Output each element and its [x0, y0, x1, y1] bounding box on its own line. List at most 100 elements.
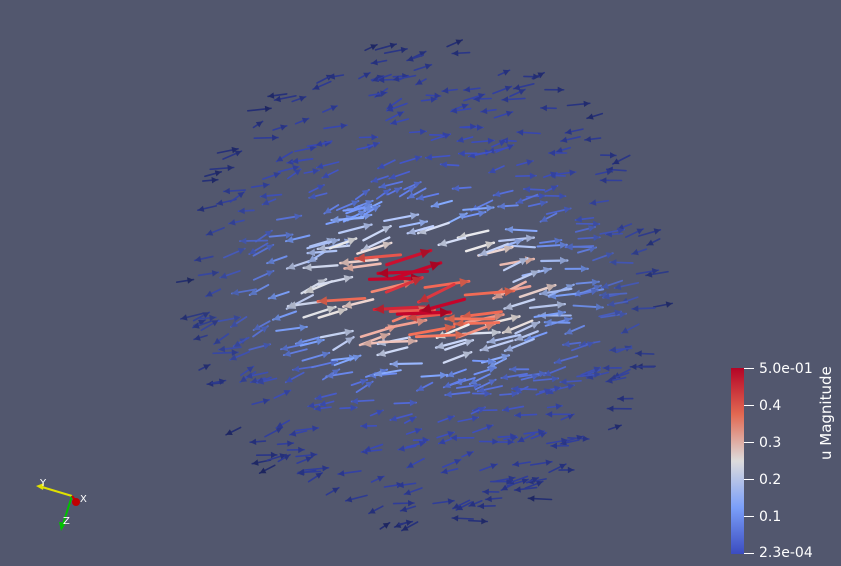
scalar-bar-legend[interactable]: 5.0e-01 0.4 0.3 0.2 0.1 2.3e-04 u Magnit…: [731, 362, 841, 560]
arrow-glyph: [417, 282, 456, 304]
arrow-head: [206, 229, 214, 236]
arrow-head: [531, 373, 539, 381]
arrow-glyph: [646, 238, 661, 246]
arrow-head: [491, 328, 500, 337]
x-axis-label: X: [80, 494, 87, 505]
arrow-glyph: [602, 293, 621, 300]
arrow-head: [275, 427, 283, 434]
arrow-glyph: [571, 341, 595, 352]
arrow-glyph: [525, 192, 547, 200]
arrow-head: [400, 506, 408, 513]
scalar-bar-title: u Magnitude: [817, 366, 835, 460]
arrow-glyph: [192, 311, 211, 322]
arrow-head: [343, 274, 353, 283]
arrow-head: [504, 302, 513, 311]
arrow-glyph: [362, 141, 381, 150]
arrow-head: [218, 345, 226, 353]
arrow-head: [286, 236, 294, 244]
arrow-glyph: [530, 431, 548, 440]
arrow-head: [343, 300, 353, 309]
arrow-head: [324, 207, 332, 214]
arrow-glyph: [598, 309, 622, 318]
arrow-head: [488, 357, 495, 365]
arrow-head: [425, 154, 433, 161]
arrow-head: [567, 383, 575, 390]
arrow-head: [488, 361, 497, 368]
arrow-head: [530, 321, 540, 329]
arrow-head: [416, 194, 424, 201]
arrow-glyph: [315, 161, 340, 170]
scalar-bar-tick-max: [744, 368, 754, 369]
arrow-head: [305, 456, 313, 463]
arrow-head: [647, 239, 654, 246]
arrow-head: [283, 350, 292, 357]
arrow-glyph: [205, 288, 222, 298]
arrow-glyph: [453, 319, 501, 329]
arrow-head: [264, 105, 272, 113]
arrow-head: [464, 338, 473, 347]
arrow-head: [310, 451, 317, 459]
arrow-glyph: [306, 248, 338, 257]
arrow-glyph: [328, 237, 358, 250]
arrow-head: [498, 140, 506, 147]
arrow-head: [408, 500, 415, 507]
arrow-head: [230, 354, 237, 361]
arrow-glyph: [548, 149, 568, 157]
arrow-glyph: [343, 262, 382, 272]
arrow-glyph: [393, 399, 418, 407]
arrow-head: [218, 378, 226, 385]
arrow-head: [653, 228, 661, 235]
arrow-glyph: [360, 422, 378, 430]
arrow-head: [540, 215, 548, 222]
arrow-glyph: [255, 451, 278, 459]
arrow-head: [211, 270, 219, 277]
arrow-glyph: [198, 314, 217, 322]
arrow-glyph: [457, 415, 480, 423]
arrow-glyph: [616, 395, 634, 402]
arrow-glyph: [213, 333, 230, 345]
arrow-glyph: [451, 50, 471, 57]
arrow-head: [504, 85, 512, 92]
arrow-head: [332, 487, 339, 494]
arrow-head: [501, 353, 509, 361]
arrow-head: [508, 475, 515, 482]
arrow-head: [454, 459, 461, 465]
arrow-glyph: [370, 59, 388, 66]
arrow-glyph: [479, 463, 498, 472]
arrow-head: [542, 266, 551, 275]
arrow-glyph: [518, 283, 557, 299]
arrow-glyph: [268, 231, 294, 239]
arrow-glyph: [536, 241, 568, 249]
arrow-glyph: [478, 438, 500, 445]
arrow-head: [440, 371, 448, 379]
arrow-glyph: [209, 164, 235, 172]
arrow-head: [502, 69, 510, 76]
arrow-glyph: [230, 288, 258, 296]
arrow-glyph: [217, 345, 242, 353]
arrow-glyph: [405, 427, 423, 435]
arrow-glyph: [301, 351, 331, 362]
arrow-glyph: [229, 350, 250, 361]
arrow-glyph: [192, 320, 212, 329]
arrow-head: [546, 411, 553, 418]
arrow-glyph: [508, 365, 530, 373]
arrow-head: [478, 93, 485, 100]
arrow-head: [478, 407, 485, 413]
arrow-head: [536, 480, 543, 487]
arrow-glyph: [315, 140, 333, 147]
arrow-glyph: [450, 107, 472, 114]
arrow-head: [548, 149, 555, 157]
arrow-glyph: [514, 385, 529, 394]
arrow-glyph: [408, 323, 456, 337]
arrow-head: [516, 197, 524, 204]
arrow-head: [407, 55, 414, 62]
arrow-head: [407, 337, 417, 346]
scalar-bar-label: 0.1: [759, 509, 782, 525]
arrow-head: [344, 263, 354, 272]
arrow-glyph: [273, 389, 292, 399]
arrow-head: [445, 390, 452, 398]
arrow-glyph: [439, 161, 460, 168]
arrow-glyph: [486, 333, 521, 345]
